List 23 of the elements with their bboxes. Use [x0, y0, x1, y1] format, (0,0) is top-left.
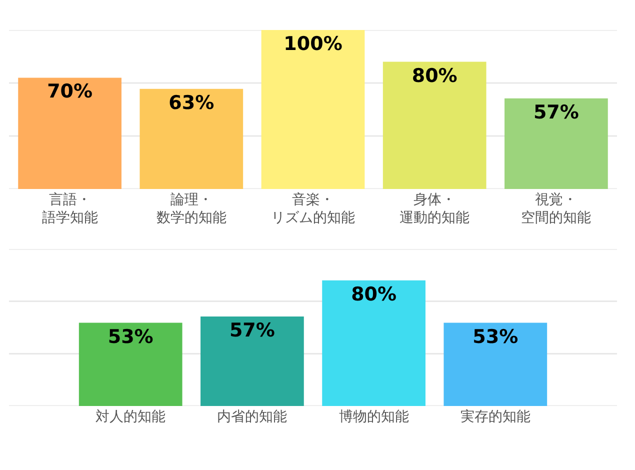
- x-tick-label: 論理・数学的知能: [156, 192, 226, 226]
- data-label: 80%: [412, 64, 458, 87]
- data-label: 70%: [47, 80, 93, 103]
- data-label: 57%: [533, 101, 579, 124]
- x-tick-label: 音楽・リズム的知能: [271, 192, 355, 226]
- data-label: 53%: [108, 326, 154, 348]
- data-label: 57%: [229, 320, 275, 342]
- data-label: 53%: [472, 326, 518, 348]
- bar: [382, 62, 486, 189]
- x-tick-label: 対人的知能: [96, 409, 166, 425]
- bar: [261, 30, 365, 189]
- data-label: 80%: [351, 283, 397, 306]
- x-tick-label: 内省的知能: [217, 409, 288, 425]
- bar: [504, 98, 608, 189]
- bar: [18, 78, 122, 189]
- x-tick-label: 視覚・空間的知能: [521, 192, 592, 226]
- x-tick-label: 身体・運動的知能: [400, 192, 470, 226]
- x-tick-label: 言語・語学知能: [42, 192, 98, 226]
- x-tick-label: 実存的知能: [460, 409, 530, 425]
- x-tick-label: 博物的知能: [338, 409, 409, 425]
- data-label: 63%: [168, 92, 214, 114]
- bar: [140, 88, 244, 189]
- data-label: 100%: [284, 33, 342, 55]
